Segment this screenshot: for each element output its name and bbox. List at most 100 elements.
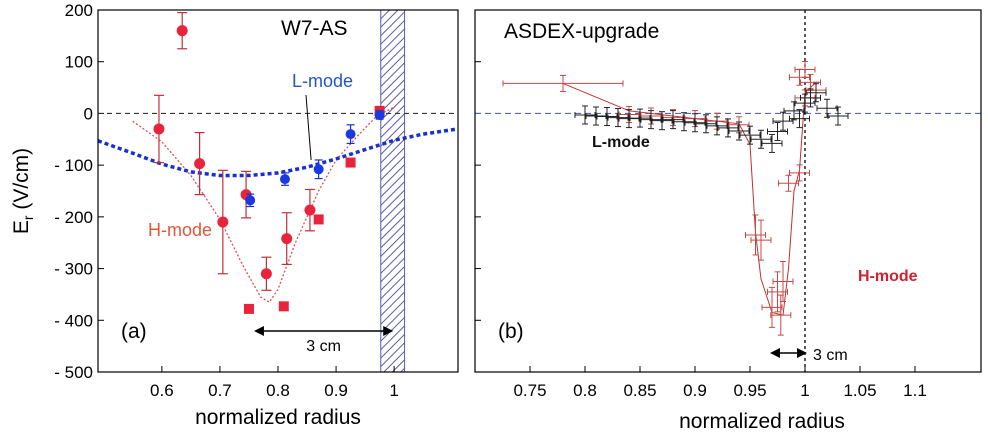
l-mode-point <box>618 109 640 129</box>
x-tick-label: 0.85 <box>623 381 656 400</box>
x-tick-label: 1.1 <box>903 381 927 400</box>
l-mode-point <box>728 121 750 141</box>
h-mode-marker <box>176 25 188 37</box>
l-mode-point <box>574 105 596 125</box>
x-axis-label: normalized radius <box>195 406 361 429</box>
l-mode-point <box>772 111 794 131</box>
l-mode-point <box>596 107 618 127</box>
l-mode-marker <box>245 195 256 206</box>
panel-b: 0.75 0.8 0.85 0.9 0.95 1 1.05 1.1 ASDEX-upgrade… <box>474 9 982 433</box>
h-mode-marker <box>194 158 206 170</box>
l-mode-point <box>706 116 728 136</box>
x-tick-label: 1 <box>800 381 809 400</box>
l-mode-marker <box>279 174 290 185</box>
h-mode-label: H-mode <box>148 220 212 240</box>
y-tick-label: - 500 <box>54 363 93 382</box>
l-mode-point <box>629 108 651 128</box>
panel-a-marks <box>153 11 385 314</box>
h-mode-fit-curve <box>562 82 817 316</box>
l-mode-point <box>695 114 717 134</box>
x-tick-label: 0.95 <box>733 381 766 400</box>
l-mode-point <box>827 106 849 126</box>
h-mode-point <box>281 212 293 266</box>
x-tick-label: 1 <box>389 381 398 400</box>
l-mode-point <box>789 109 810 129</box>
x-tick-label: 1.05 <box>843 381 876 400</box>
h-mode-point <box>750 219 772 261</box>
l-mode-point <box>739 125 761 145</box>
h-mode-marker <box>153 123 165 135</box>
l-mode-point <box>800 88 821 108</box>
l-mode-point <box>585 106 607 126</box>
l-mode-point <box>767 122 788 142</box>
h-mode-square-marker <box>243 303 254 314</box>
panel-b-marks <box>502 60 849 336</box>
y-tick-label: - 100 <box>54 156 93 175</box>
l-mode-point <box>805 83 827 103</box>
h-mode-point <box>745 214 766 256</box>
y-axis-label-sub: r <box>20 215 36 220</box>
y-tick-label: 200 <box>65 1 93 20</box>
panel-a: 0.6 0.7 0.8 0.9 1 200 100 0 - 100 - 200 - 300 - 400… <box>10 1 459 429</box>
h-mode-point <box>789 164 810 182</box>
l-mode-point <box>313 159 324 180</box>
h-mode-marker <box>217 216 229 228</box>
l-mode-point <box>794 93 816 113</box>
l-mode-point <box>245 193 256 208</box>
l-mode-point <box>816 98 838 118</box>
l-mode-arrow <box>305 94 312 161</box>
l-mode-point <box>750 129 772 149</box>
x-tick-label: 0.7 <box>208 381 232 400</box>
scale-label: 3 cm <box>306 338 341 355</box>
h-mode-square-marker <box>278 301 289 312</box>
h-mode-point <box>502 74 624 92</box>
h-mode-marker <box>281 233 293 245</box>
l-mode-point <box>651 111 673 131</box>
h-mode-point <box>194 131 206 196</box>
y-tick-label: - 200 <box>54 208 93 227</box>
h-mode-fit-curve <box>132 106 395 304</box>
panel-a-title: W7-AS <box>281 17 348 40</box>
h-mode-point <box>761 286 783 328</box>
y-axis-label-unit: (V/cm) <box>10 148 33 216</box>
x-tick-label: 0.8 <box>266 381 290 400</box>
panel-b-title: ASDEX-upgrade <box>504 20 659 43</box>
h-mode-point <box>217 169 229 275</box>
x-tick-label: 0.9 <box>324 381 348 400</box>
l-mode-point <box>640 110 662 130</box>
scale-label: 3 cm <box>813 347 848 364</box>
panel-b-frame <box>474 9 982 373</box>
y-tick-label: 100 <box>65 53 93 72</box>
panel-b-ticks: 0.75 0.8 0.85 0.9 0.95 1 1.05 1.1 <box>475 9 927 400</box>
x-tick-label: 0.8 <box>573 381 597 400</box>
h-mode-point <box>772 261 794 302</box>
y-axis-label: Er (V/cm) <box>10 148 36 234</box>
l-mode-label: L-mode <box>292 71 353 91</box>
y-tick-label: - 300 <box>54 260 93 279</box>
h-mode-point <box>778 174 799 192</box>
l-mode-point <box>684 113 706 133</box>
l-mode-point <box>279 172 290 186</box>
l-mode-point <box>374 109 385 120</box>
l-mode-marker <box>374 109 385 120</box>
panel-a-frame <box>97 9 459 373</box>
panel-b-label: (b) <box>498 320 524 343</box>
h-mode-marker <box>260 268 272 280</box>
h-mode-marker <box>304 204 316 216</box>
h-mode-point <box>176 11 188 50</box>
h-mode-point <box>767 271 788 313</box>
h-mode-square-marker <box>313 214 324 225</box>
l-mode-fit-curve <box>97 127 459 178</box>
l-mode-marker <box>345 129 356 140</box>
l-mode-point <box>717 118 739 138</box>
x-axis-label: normalized radius <box>679 410 845 433</box>
h-mode-square-marker <box>345 157 356 168</box>
l-mode-label: L-mode <box>592 134 650 151</box>
y-axis-label-main: E <box>10 220 33 234</box>
x-tick-label: 0.6 <box>150 381 174 400</box>
h-mode-point <box>304 188 316 232</box>
l-mode-point <box>607 108 629 128</box>
y-tick-label: - 400 <box>54 311 93 330</box>
separatrix-band <box>380 9 406 373</box>
